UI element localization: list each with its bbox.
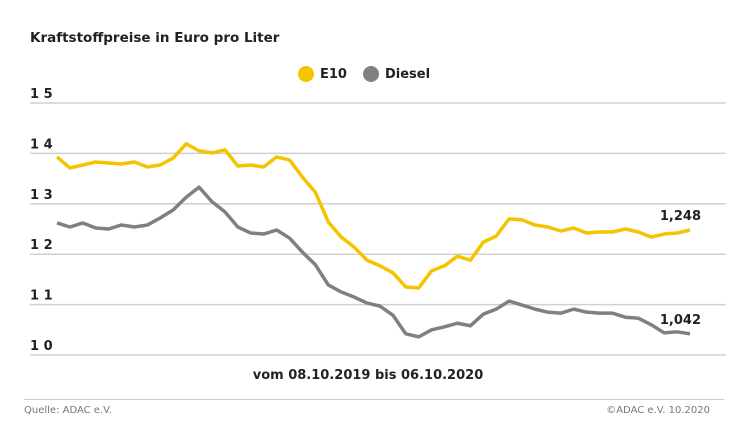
source-note: Quelle: ADAC e.V.: [24, 405, 112, 416]
footer-divider: [24, 399, 724, 400]
y-tick-label: 1 1: [30, 289, 53, 304]
legend-swatch-diesel: [362, 66, 379, 82]
series-line-e10: [55, 142, 691, 290]
legend: E10 Diesel: [298, 66, 446, 82]
copyright-note: ©ADAC e.V. 10.2020: [606, 405, 710, 416]
end-value-label: 1,248: [660, 209, 701, 224]
end-value-label: 1,042: [660, 313, 701, 328]
y-tick-label: 1 3: [30, 188, 53, 203]
legend-label-diesel: Diesel: [384, 66, 431, 82]
chart-title: Kraftstoffpreise in Euro pro Liter: [30, 30, 280, 46]
chart-subtitle: vom 08.10.2019 bis 06.10.2020: [252, 368, 484, 383]
legend-swatch-e10: [298, 66, 314, 82]
y-tick-label: 1 2: [30, 238, 53, 253]
y-tick-label: 1 5: [30, 87, 53, 102]
y-tick-label: 1 0: [30, 339, 53, 354]
series-line-diesel: [56, 185, 691, 339]
legend-label-e10: E10: [320, 66, 347, 82]
y-tick-label: 1 4: [30, 137, 53, 152]
